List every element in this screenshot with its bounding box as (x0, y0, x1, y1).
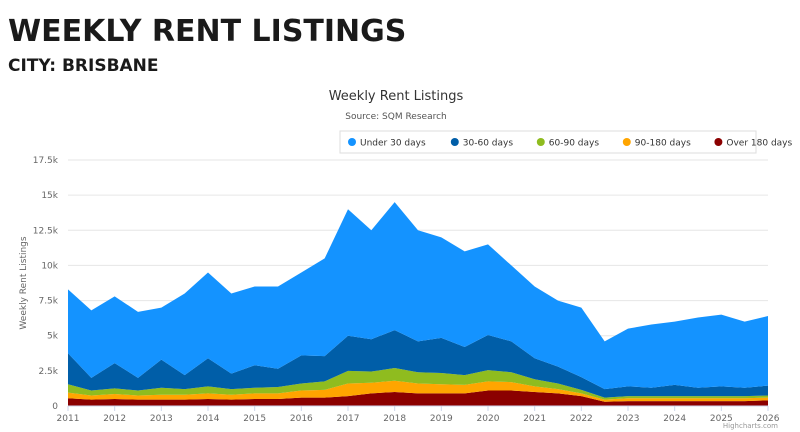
y-tick-label: 2.5k (38, 367, 58, 377)
x-tick-label: 2025 (710, 414, 733, 424)
y-tick-label: 12.5k (33, 226, 59, 236)
legend-box (339, 130, 757, 154)
x-tick-label: 2013 (150, 414, 173, 424)
y-tick-label: 17.5k (33, 156, 59, 166)
credit-link[interactable]: Highcharts.com (723, 422, 778, 430)
legend-item[interactable]: 60-90 days (549, 139, 600, 149)
x-tick-label: 2019 (430, 414, 453, 424)
x-tick-label: 2026 (757, 414, 780, 424)
y-axis-label: Weekly Rent Listings (19, 236, 29, 329)
legend-item[interactable]: Under 30 days (360, 139, 426, 149)
x-tick-label: 2023 (617, 414, 640, 424)
x-tick-label: 2020 (477, 414, 500, 424)
chart-title: Weekly Rent Listings (329, 89, 464, 104)
page-subheading: CITY: BRISBANE (8, 56, 159, 76)
page-heading: WEEKLY RENT LISTINGS (8, 14, 407, 49)
legend-marker (450, 138, 459, 146)
x-tick-label: 2015 (243, 414, 266, 424)
area-under-30-days (68, 202, 768, 390)
x-tick-label: 2021 (523, 414, 546, 424)
y-tick-label: 5k (47, 332, 59, 342)
x-tick-label: 2017 (337, 414, 360, 424)
area-60-90-days (68, 368, 768, 400)
legend-item[interactable]: Over 180 days (726, 139, 792, 149)
x-tick-label: 2018 (383, 414, 406, 424)
y-tick-label: 7.5k (38, 297, 58, 307)
x-tick-label: 2011 (57, 414, 80, 424)
y-tick-label: 10k (41, 261, 58, 271)
legend-marker (622, 138, 631, 146)
legend-marker (536, 138, 545, 146)
chart-subtitle: Source: SQM Research (345, 112, 447, 122)
x-tick-label: 2024 (663, 414, 686, 424)
y-tick-label: 0 (52, 402, 58, 412)
legend-item[interactable]: 30-60 days (463, 139, 514, 149)
x-tick-label: 2022 (570, 414, 593, 424)
legend-marker (714, 138, 723, 146)
legend-marker (348, 138, 356, 146)
area-90-180-days (68, 380, 768, 402)
x-tick-label: 2012 (103, 414, 126, 424)
y-tick-label: 15k (41, 191, 58, 201)
x-tick-label: 2014 (197, 414, 220, 424)
legend-item[interactable]: 90-180 days (635, 139, 691, 149)
x-tick-label: 2016 (290, 414, 313, 424)
area-30-60-days (68, 330, 768, 398)
area-over-180-days (68, 390, 768, 406)
